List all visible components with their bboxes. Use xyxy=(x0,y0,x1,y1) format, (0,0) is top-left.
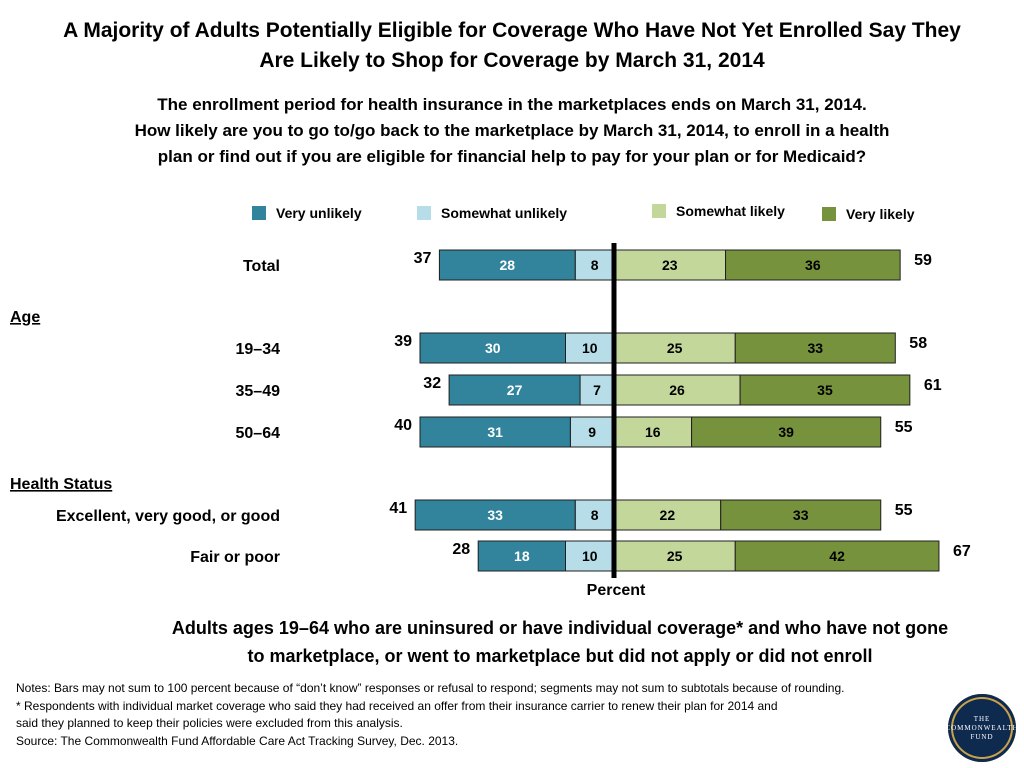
bar-value-label: 23 xyxy=(662,257,678,273)
bar-value-label: 8 xyxy=(591,257,599,273)
category-label: 50–64 xyxy=(236,425,281,442)
bar-value-label: 33 xyxy=(807,340,823,356)
chart-caption: Adults ages 19–64 who are uninsured or h… xyxy=(110,614,1010,670)
bar-value-label: 7 xyxy=(593,382,601,398)
chart-caption-line-2: to marketplace, or went to marketplace b… xyxy=(247,646,873,666)
chart-title-line-1: A Majority of Adults Potentially Eligibl… xyxy=(63,19,961,42)
bar-value-label: 25 xyxy=(667,340,683,356)
bar-segment xyxy=(414,499,576,531)
bar-segment xyxy=(734,332,896,364)
source-line: Source: The Commonwealth Fund Affordable… xyxy=(16,733,459,748)
legend-swatch-very-unlikely xyxy=(252,206,266,220)
bar-value-label: 28 xyxy=(500,257,516,273)
bar-segment xyxy=(569,416,615,448)
survey-question: The enrollment period for health insuran… xyxy=(30,92,994,170)
bar-segment xyxy=(739,374,911,406)
bar-segment xyxy=(448,374,581,406)
legend-swatch-somewhat-unlikely xyxy=(417,206,431,220)
chart-title: A Majority of Adults Potentially Eligibl… xyxy=(0,16,1024,76)
bar-value-label: 33 xyxy=(793,507,809,523)
bar-value-label: 18 xyxy=(514,548,530,564)
chart-title-line-2: Are Likely to Shop for Coverage by March… xyxy=(259,49,765,72)
notes-block: Notes: Bars may not sum to 100 percent b… xyxy=(16,680,1016,750)
bar-segment xyxy=(691,416,882,448)
bar-value-label: 39 xyxy=(778,424,794,440)
positive-total-label: 55 xyxy=(895,419,913,436)
bar-value-label: 10 xyxy=(582,548,598,564)
survey-question-line-1: The enrollment period for health insuran… xyxy=(157,95,867,114)
positive-total-label: 55 xyxy=(895,502,913,519)
survey-question-line-2: How likely are you to go to/go back to t… xyxy=(134,121,890,140)
group-heading: Age xyxy=(10,309,40,326)
bar-value-label: 9 xyxy=(588,424,596,440)
positive-total-label: 67 xyxy=(953,543,971,560)
bar-segment xyxy=(574,249,615,281)
bar-value-label: 27 xyxy=(507,382,523,398)
bar-segment xyxy=(613,499,722,531)
bar-segment xyxy=(613,374,741,406)
negative-total-label: 32 xyxy=(423,375,441,392)
bar-value-label: 30 xyxy=(485,340,501,356)
bar-segment xyxy=(438,249,576,281)
bar-value-label: 25 xyxy=(667,548,683,564)
bar-value-label: 8 xyxy=(591,507,599,523)
positive-total-label: 61 xyxy=(924,377,942,394)
bar-value-label: 22 xyxy=(660,507,676,523)
logo-text: FUND xyxy=(970,732,994,741)
negative-total-label: 37 xyxy=(414,250,432,267)
bar-segment xyxy=(574,499,615,531)
bar-value-label: 31 xyxy=(487,424,503,440)
legend-label-very-unlikely: Very unlikely xyxy=(276,205,362,221)
bar-segment xyxy=(720,499,882,531)
legend-label-somewhat-likely: Somewhat likely xyxy=(676,203,785,219)
bar-value-label: 42 xyxy=(829,548,845,564)
diverging-bar-chart: Very unlikely Somewhat unlikely Somewhat l… xyxy=(10,203,971,599)
negative-total-label: 28 xyxy=(452,541,470,558)
bar-value-label: 16 xyxy=(645,424,661,440)
notes-line: Notes: Bars may not sum to 100 percent b… xyxy=(16,681,845,695)
bar-segment xyxy=(419,416,571,448)
negative-total-label: 40 xyxy=(394,417,412,434)
bar-value-label: 26 xyxy=(669,382,685,398)
positive-total-label: 59 xyxy=(914,252,932,269)
category-label: 19–34 xyxy=(236,341,281,358)
bar-value-label: 35 xyxy=(817,382,833,398)
bar-segment xyxy=(613,540,736,572)
notes-footnote-line: said they planned to keep their policies… xyxy=(16,716,403,730)
legend-swatch-very-likely xyxy=(822,207,836,221)
bar-value-label: 36 xyxy=(805,257,821,273)
legend-label-very-likely: Very likely xyxy=(846,206,915,222)
survey-question-line-3: plan or find out if you are eligible for… xyxy=(157,147,867,166)
negative-total-label: 39 xyxy=(394,333,412,350)
logo-text: COMMONWEALTH xyxy=(945,723,1019,732)
legend-label-somewhat-unlikely: Somewhat unlikely xyxy=(441,205,567,221)
notes-footnote-line: * Respondents with individual market cov… xyxy=(16,698,778,713)
positive-total-label: 58 xyxy=(909,335,927,352)
chart-caption-line-1: Adults ages 19–64 who are uninsured or h… xyxy=(171,618,949,638)
category-label: Excellent, very good, or good xyxy=(56,508,280,525)
group-heading: Health Status xyxy=(10,476,112,493)
bar-segment xyxy=(419,332,566,364)
category-label: Fair or poor xyxy=(190,549,280,566)
bar-segment xyxy=(477,540,567,572)
negative-total-label: 41 xyxy=(389,500,407,517)
bar-value-label: 10 xyxy=(582,340,598,356)
legend-swatch-somewhat-likely xyxy=(652,204,666,218)
bar-segment xyxy=(734,540,940,572)
bar-segment xyxy=(725,249,901,281)
x-axis-label: Percent xyxy=(587,582,646,599)
category-label: 35–49 xyxy=(236,383,281,400)
logo-text: THE xyxy=(973,714,991,723)
commonwealth-fund-logo: THE COMMONWEALTH FUND xyxy=(945,694,1019,762)
bar-value-label: 33 xyxy=(487,507,503,523)
category-label: Total xyxy=(243,258,280,275)
bar-segment xyxy=(579,374,615,406)
